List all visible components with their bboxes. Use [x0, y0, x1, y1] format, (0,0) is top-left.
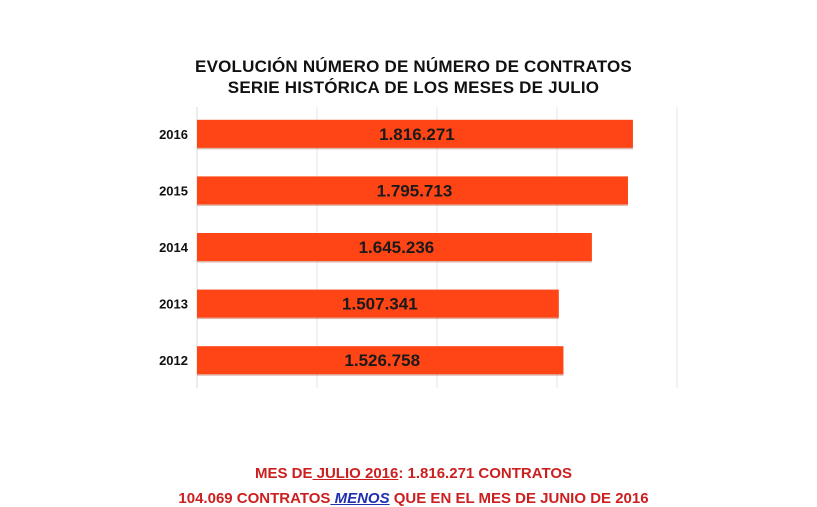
footer-line-2: 104.069 CONTRATOS MENOS QUE EN EL MES DE…: [0, 490, 817, 507]
data-label: 1.507.341: [342, 295, 418, 314]
category-label: 2015: [159, 183, 188, 198]
footer-line-2-prefix: 104.069 CONTRATOS: [178, 490, 331, 507]
data-label: 1.526.758: [344, 351, 420, 370]
data-label: 1.816.271: [379, 125, 455, 144]
bar: [197, 176, 628, 205]
bar: [197, 119, 633, 148]
bar: [197, 289, 559, 318]
footer-line-1-suffix: : 1.816.271 CONTRATOS: [398, 465, 573, 482]
category-label: 2012: [159, 353, 188, 368]
category-label: 2013: [159, 297, 188, 312]
footer-line-1-prefix: MES DE: [254, 465, 313, 482]
chart-title: EVOLUCIÓN NÚMERO DE NÚMERO DE CONTRATOS: [195, 57, 632, 76]
footer-line-1-month: JULIO 2016: [312, 465, 399, 482]
data-label: 1.645.236: [359, 238, 435, 257]
category-label: 2014: [159, 240, 189, 255]
bar: [197, 233, 592, 261]
footer-line-2-suffix: QUE EN EL MES DE JUNIO DE 2016: [389, 490, 649, 507]
footer-line-2-emphasis: MENOS: [330, 490, 390, 507]
footer-line-1: MES DE JULIO 2016: 1.816.271 CONTRATOS: [0, 465, 817, 482]
data-label: 1.795.713: [377, 181, 453, 200]
bar: [197, 346, 564, 375]
category-label: 2016: [159, 127, 188, 142]
chart-subtitle: SERIE HISTÓRICA DE LOS MESES DE JULIO: [227, 78, 600, 97]
